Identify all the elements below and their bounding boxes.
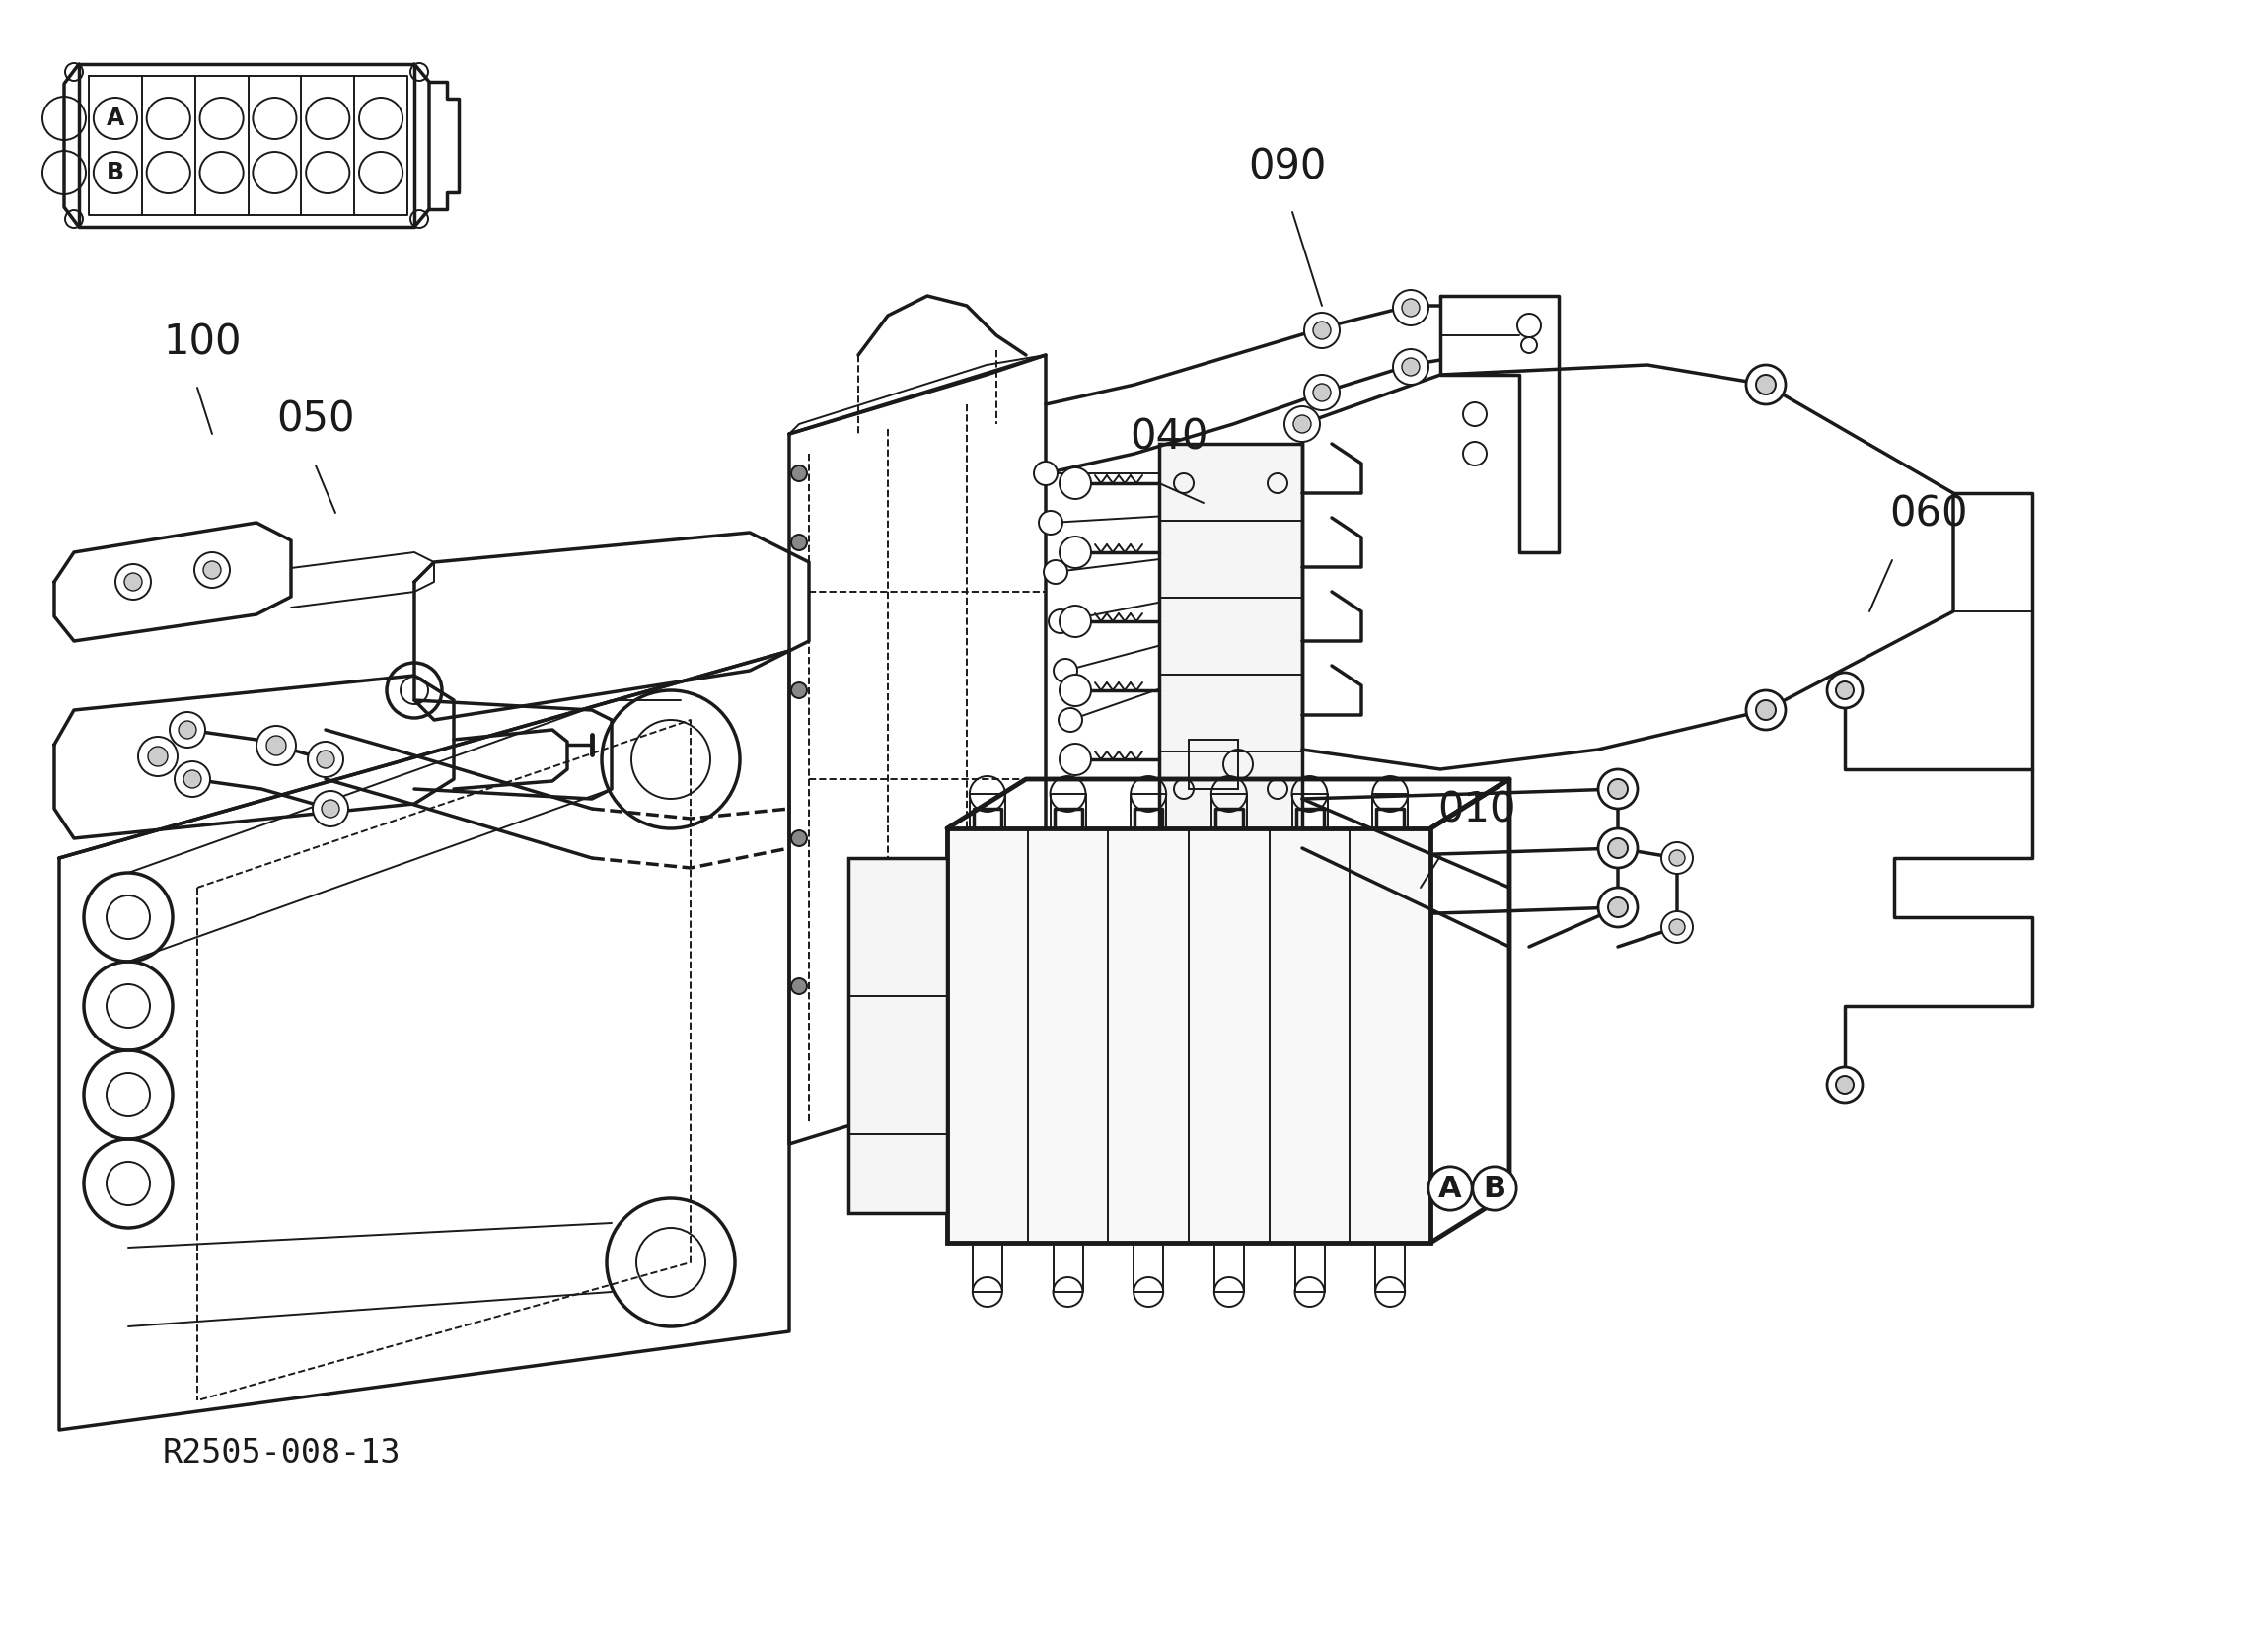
Circle shape [179, 721, 197, 739]
Circle shape [1039, 510, 1061, 535]
Circle shape [1059, 606, 1091, 637]
Text: 060: 060 [1889, 494, 1969, 535]
Circle shape [1746, 690, 1785, 729]
Circle shape [1660, 843, 1692, 874]
Circle shape [313, 792, 349, 826]
Circle shape [1599, 887, 1637, 927]
Circle shape [1599, 769, 1637, 808]
Circle shape [125, 573, 143, 591]
Circle shape [1599, 828, 1637, 867]
Circle shape [1313, 321, 1331, 339]
Text: A: A [1438, 1174, 1463, 1203]
Circle shape [1835, 681, 1853, 700]
Circle shape [1055, 658, 1077, 683]
Circle shape [1835, 1076, 1853, 1093]
Circle shape [1313, 384, 1331, 402]
Text: B: B [1483, 1174, 1506, 1203]
Circle shape [195, 553, 229, 588]
Circle shape [170, 713, 204, 747]
Circle shape [1755, 375, 1776, 395]
Circle shape [1059, 708, 1082, 732]
Circle shape [1746, 365, 1785, 405]
Circle shape [175, 762, 211, 797]
Circle shape [256, 726, 295, 765]
Circle shape [1304, 313, 1340, 349]
Circle shape [1393, 290, 1429, 326]
Circle shape [1293, 415, 1311, 433]
Circle shape [184, 770, 202, 788]
Circle shape [1048, 609, 1073, 634]
Circle shape [1059, 467, 1091, 499]
Bar [848, 858, 948, 1213]
Circle shape [792, 830, 807, 846]
Circle shape [1284, 407, 1320, 441]
Text: B: B [107, 161, 125, 184]
Circle shape [1828, 673, 1862, 708]
Circle shape [792, 535, 807, 550]
Circle shape [1402, 357, 1420, 375]
Circle shape [1043, 560, 1068, 584]
Circle shape [1669, 918, 1685, 935]
Circle shape [1755, 700, 1776, 719]
Circle shape [147, 747, 168, 767]
Circle shape [1660, 912, 1692, 943]
Circle shape [1059, 537, 1091, 568]
Text: 010: 010 [1438, 788, 1515, 830]
Text: 040: 040 [1129, 416, 1209, 459]
Text: A: A [107, 107, 125, 130]
Circle shape [792, 466, 807, 481]
Circle shape [1059, 744, 1091, 775]
Circle shape [1034, 461, 1057, 486]
Circle shape [318, 751, 333, 769]
Circle shape [1393, 349, 1429, 385]
Circle shape [322, 800, 340, 818]
Circle shape [265, 736, 286, 756]
Text: 050: 050 [277, 400, 354, 441]
Text: 090: 090 [1247, 146, 1327, 188]
Circle shape [138, 737, 177, 777]
Bar [948, 828, 1431, 1243]
Circle shape [1402, 300, 1420, 316]
Circle shape [792, 978, 807, 994]
Circle shape [1304, 375, 1340, 410]
Bar [1188, 739, 1238, 788]
Circle shape [308, 742, 342, 777]
Circle shape [1828, 1067, 1862, 1103]
Circle shape [792, 683, 807, 698]
Circle shape [1059, 675, 1091, 706]
Text: R2505-008-13: R2505-008-13 [163, 1437, 401, 1470]
Circle shape [204, 561, 220, 579]
Text: 100: 100 [163, 321, 240, 362]
Circle shape [1608, 779, 1628, 798]
Bar [1159, 444, 1302, 828]
Circle shape [116, 565, 152, 599]
Circle shape [1608, 838, 1628, 858]
Circle shape [1608, 897, 1628, 917]
Circle shape [1669, 849, 1685, 866]
